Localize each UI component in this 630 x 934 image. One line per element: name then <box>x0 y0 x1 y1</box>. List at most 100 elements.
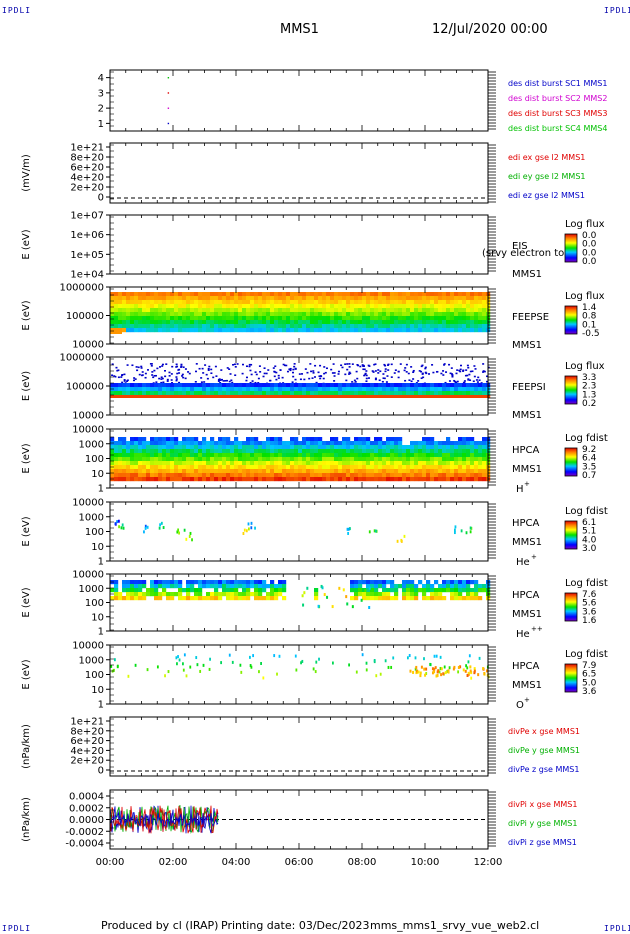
spectrogram-cell <box>466 461 471 466</box>
y-tick-label: 10 <box>91 469 104 480</box>
spectrogram-cell <box>362 300 367 305</box>
spectrogram-cell <box>242 312 247 317</box>
spectrogram-cell <box>154 328 159 333</box>
spectrogram-cell <box>130 300 135 305</box>
spectrogram-cell <box>294 391 299 396</box>
spectrogram-cell <box>342 391 347 396</box>
spectrogram-cell <box>478 469 483 474</box>
spectrogram-cell <box>412 378 415 380</box>
spectrogram-cell <box>245 376 248 379</box>
spectrogram-cell <box>198 304 203 309</box>
spectrogram-cell <box>219 381 222 384</box>
spectrogram-cell <box>410 461 415 466</box>
spectrogram-cell <box>406 395 411 398</box>
spectrogram-cell <box>230 312 235 317</box>
spectrogram-cell <box>438 588 443 593</box>
spectrogram-cell <box>482 387 487 392</box>
spectrogram-cell <box>202 445 207 450</box>
spectrogram-cell <box>150 316 155 321</box>
spectrogram-cell <box>274 320 279 325</box>
spectrogram-cell <box>154 473 159 478</box>
spectrogram-cell <box>346 368 349 371</box>
spectrogram-cell <box>254 312 259 317</box>
spectrogram-cell <box>146 391 151 396</box>
spectrogram-cell <box>354 469 359 474</box>
spectrogram-cell <box>170 453 175 458</box>
spectrogram-cell <box>146 292 151 297</box>
spectrogram-cell <box>374 304 379 309</box>
spectrogram-cell <box>198 584 203 589</box>
spectrogram-cell <box>422 391 427 396</box>
spectrogram-cell <box>194 441 199 446</box>
spectrogram-cell <box>210 445 215 450</box>
colorbar-tick-label: 0.0 <box>582 240 597 250</box>
spectrogram-cell <box>182 324 187 329</box>
spectrogram-cell <box>438 387 443 392</box>
legend-entry: des dist burst SC4 MMS4 <box>508 124 607 133</box>
spectrogram-cell <box>175 379 178 382</box>
spectrogram-cell <box>350 596 355 601</box>
spectrogram-cell <box>410 465 415 470</box>
spectrogram-cell <box>278 469 283 474</box>
spectrogram-cell <box>450 592 455 597</box>
spectrogram-cell <box>368 605 371 609</box>
spectrogram-cell <box>362 368 365 371</box>
spectrogram-cell <box>412 670 415 674</box>
spectrogram-cell <box>270 328 275 333</box>
spectrogram-cell <box>114 312 119 317</box>
spectrogram-cell <box>162 312 167 317</box>
spectrogram-cell <box>158 449 163 454</box>
spectrogram-cell <box>314 449 319 454</box>
spectrogram-cell <box>426 437 431 442</box>
y-axis-label: E (eV) <box>21 300 32 330</box>
spectrogram-cell <box>338 387 343 392</box>
spectrogram-cell <box>350 324 355 329</box>
colorbar-tick-label: 3.6 <box>582 607 597 617</box>
spectrogram-cell <box>116 520 119 524</box>
spectrogram-cell <box>290 441 295 446</box>
spectrogram-cell <box>414 312 419 317</box>
spectrogram-cell <box>286 395 291 398</box>
spectrogram-cell <box>294 449 299 454</box>
spectrogram-cell <box>386 387 391 392</box>
spectrogram-cell <box>390 596 395 601</box>
spectrogram-cell <box>266 383 271 388</box>
spectrogram-cell <box>190 596 195 601</box>
spectrogram-cell <box>194 391 199 396</box>
spectrogram-cell <box>206 312 211 317</box>
spectrogram-cell <box>346 328 351 333</box>
legend-entry: divPi z gse MMS1 <box>508 838 577 847</box>
spectrogram-cell <box>250 526 253 530</box>
spectrogram-cell <box>450 469 455 474</box>
spectrogram-cell <box>370 457 375 462</box>
spectrogram-cell <box>142 324 147 329</box>
spectrogram-cell <box>456 380 459 383</box>
spectrogram-cell <box>366 596 371 601</box>
spectrogram-cell <box>414 308 419 313</box>
spectrogram-cell <box>162 526 165 530</box>
colorbar-tick-label: 6.5 <box>582 670 596 680</box>
spectrogram-cell <box>334 312 339 317</box>
spectrogram-cell <box>278 312 283 317</box>
spectrogram-cell <box>170 312 175 317</box>
spectrogram-cell <box>450 312 455 317</box>
spectrogram-cell <box>326 304 331 309</box>
spectrogram-cell <box>258 324 263 329</box>
spectrogram-cell <box>134 316 139 321</box>
y-axis-label: E (eV) <box>21 443 32 473</box>
spectrogram-cell <box>198 473 203 478</box>
spectrogram-cell <box>274 461 279 466</box>
spectrogram-cell <box>442 324 447 329</box>
spectrogram-cell <box>382 457 387 462</box>
spectrogram-cell <box>354 453 359 458</box>
spectrogram-cell <box>252 654 255 658</box>
spectrogram-cell <box>291 381 294 383</box>
spectrogram-cell <box>166 391 171 396</box>
spectrogram-cell <box>113 668 115 672</box>
spectrogram-cell <box>222 300 227 305</box>
spectrogram-cell <box>138 308 143 313</box>
spectrogram-cell <box>312 370 315 372</box>
x-tick-label: 06:00 <box>285 857 314 868</box>
spectrogram-cell <box>474 580 479 585</box>
spectrogram-cell <box>338 324 343 329</box>
